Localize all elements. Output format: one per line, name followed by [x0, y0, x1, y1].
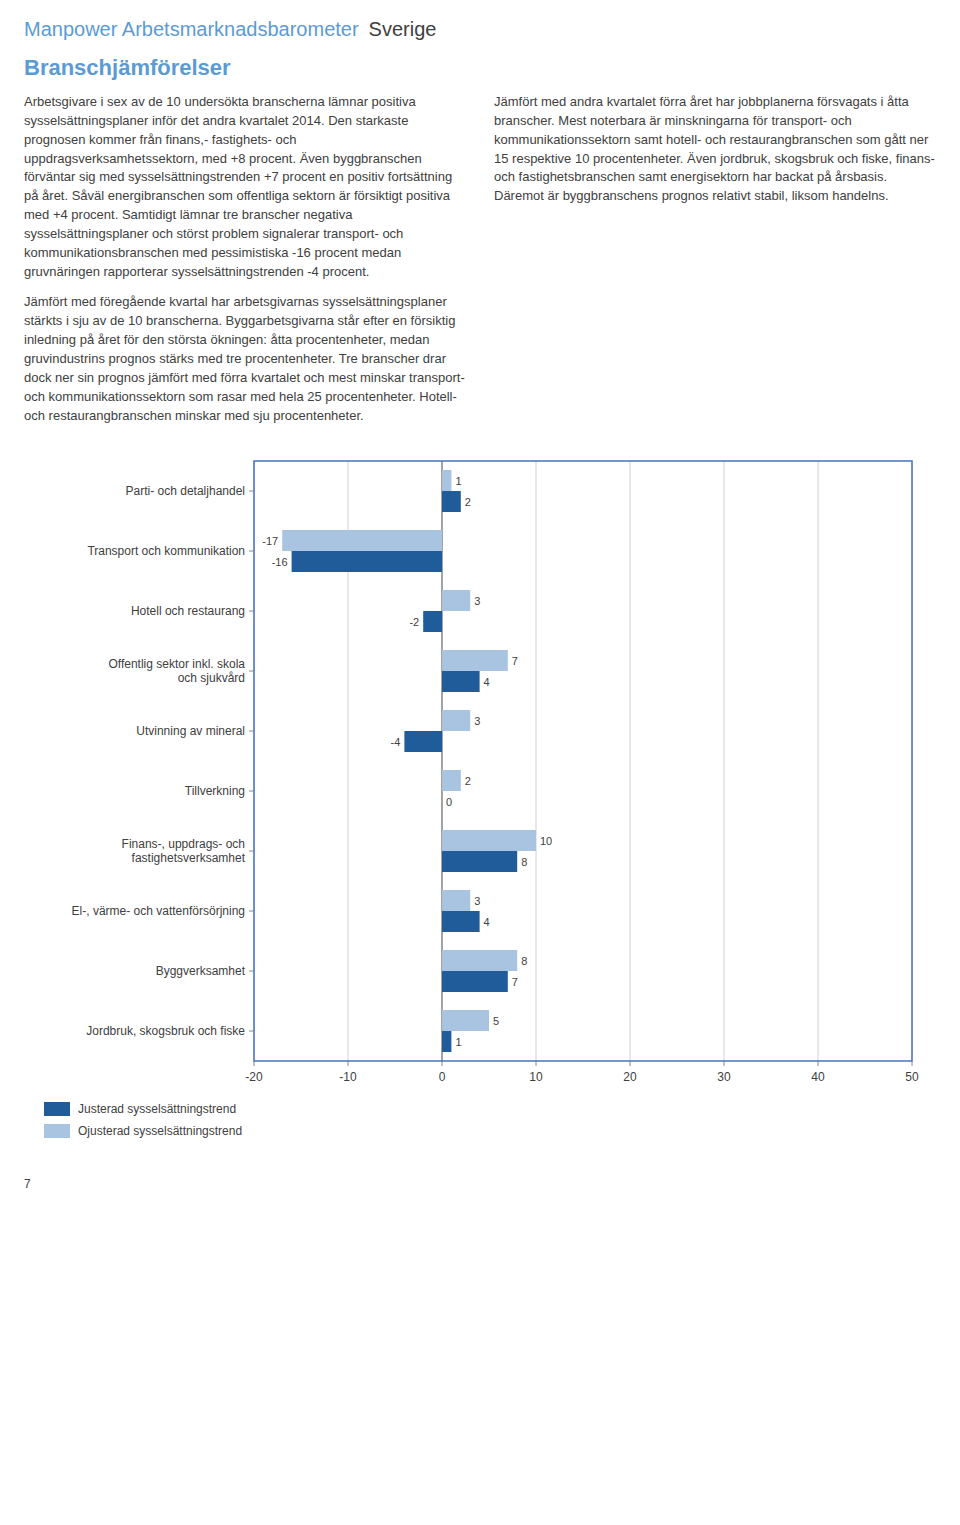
tick-label: -20	[245, 1070, 263, 1084]
data-label: 3	[474, 895, 480, 907]
paragraph: Jämfört med andra kvartalet förra året h…	[494, 93, 936, 206]
page-title: Manpower Arbetsmarknadsbarometer Sverige	[24, 18, 936, 41]
tick-label: 0	[439, 1070, 446, 1084]
data-label: -16	[272, 556, 288, 568]
tick-label: 50	[905, 1070, 919, 1084]
grid-line	[536, 461, 537, 1061]
data-label: -2	[409, 616, 419, 628]
y-axis: Jordbruk, skogsbruk och fiske Byggverksam…	[72, 484, 254, 1038]
data-labels: 1 7 4 8 0 -4 4 -2 -16 2 5 8 3 10 2 3 7 3 -17 1	[262, 475, 552, 1048]
label-line: fastighetsverksamhet	[132, 851, 246, 865]
data-label: 3	[474, 595, 480, 607]
category-label: Finans-, uppdrags- ochfastighetsverksamh…	[122, 837, 246, 865]
bar	[442, 911, 480, 932]
category-label: Utvinning av mineral	[136, 724, 245, 738]
bar	[404, 731, 442, 752]
grid-line	[724, 461, 725, 1061]
bar	[442, 830, 536, 851]
data-label: 2	[465, 496, 471, 508]
tick-label: 10	[529, 1070, 543, 1084]
data-label: 10	[540, 835, 552, 847]
data-label: 0	[446, 796, 452, 808]
grid-line	[818, 461, 819, 1061]
label-line: Jordbruk, skogsbruk och fiske	[86, 1024, 245, 1038]
category-label: Tillverkning	[185, 784, 245, 798]
data-label: -4	[391, 736, 401, 748]
legend-swatch	[44, 1102, 70, 1116]
bar	[442, 671, 480, 692]
paragraph: Jämfört med föregående kvartal har arbet…	[24, 293, 466, 425]
section-title: Branschjämförelser	[24, 55, 936, 81]
text-columns: Arbetsgivare i sex av de 10 undersökta b…	[24, 93, 936, 437]
paragraph: Arbetsgivare i sex av de 10 undersökta b…	[24, 93, 466, 281]
page: Manpower Arbetsmarknadsbarometer Sverige B…	[0, 0, 960, 1201]
bar	[282, 530, 442, 551]
bar	[442, 491, 461, 512]
bars	[282, 470, 536, 1052]
legend-label: Justerad sysselsättningstrend	[78, 1102, 236, 1116]
bar	[442, 791, 443, 812]
data-label: 1	[455, 475, 461, 487]
legend: Justerad sysselsättningstrend Ojusterad s…	[44, 1102, 242, 1138]
body-left: Arbetsgivare i sex av de 10 undersökta b…	[24, 93, 466, 437]
bar	[442, 890, 470, 911]
tick-label: 40	[811, 1070, 825, 1084]
label-line: El-, värme- och vattenförsörjning	[72, 904, 245, 918]
category-label: Offentlig sektor inkl. skolaoch sjukvård	[108, 657, 245, 685]
body-right: Jämfört med andra kvartalet förra året h…	[494, 93, 936, 437]
category-label: Hotell och restaurang	[131, 604, 245, 618]
data-label: 4	[484, 676, 490, 688]
label-line: Byggverksamhet	[156, 964, 246, 978]
bar	[442, 971, 508, 992]
grid-line	[630, 461, 631, 1061]
bar	[442, 470, 451, 491]
label-line: Tillverkning	[185, 784, 245, 798]
label-line: och sjukvård	[178, 671, 245, 685]
data-label: -17	[262, 535, 278, 547]
bar	[442, 650, 508, 671]
data-label: 1	[455, 1036, 461, 1048]
data-label: 8	[521, 955, 527, 967]
data-label: 7	[512, 976, 518, 988]
bar	[442, 590, 470, 611]
grid	[254, 461, 912, 1061]
data-label: 2	[465, 775, 471, 787]
title-part: Manpower Arbetsmarknadsbarometer	[24, 18, 359, 40]
label-line: Transport och kommunikation	[87, 544, 245, 558]
plot-frame	[254, 461, 912, 1061]
tick-label: -10	[339, 1070, 357, 1084]
data-label: 4	[484, 916, 490, 928]
data-label: 7	[512, 655, 518, 667]
bar	[442, 1010, 489, 1031]
data-label: 3	[474, 715, 480, 727]
page-number: 7	[24, 1177, 936, 1191]
chart: -20 -10 0 10 20 30 40 50 1 7 4 8 0 -4 4 -2 -16 2 5 8 3 10 2 3 7 3…	[24, 451, 936, 1171]
legend-label: Ojusterad sysselsättningstrend	[78, 1124, 242, 1138]
bar	[442, 770, 461, 791]
data-label: 5	[493, 1015, 499, 1027]
category-label: Jordbruk, skogsbruk och fiske	[86, 1024, 245, 1038]
label-line: Utvinning av mineral	[136, 724, 245, 738]
tick-label: 20	[623, 1070, 637, 1084]
x-axis: -20 -10 0 10 20 30 40 50	[245, 1061, 919, 1084]
bar	[442, 851, 517, 872]
bar	[423, 611, 442, 632]
label-line: Finans-, uppdrags- och	[122, 837, 245, 851]
data-label: 8	[521, 856, 527, 868]
category-label: El-, värme- och vattenförsörjning	[72, 904, 245, 918]
legend-swatch	[44, 1124, 70, 1138]
title-part: Sverige	[369, 18, 437, 40]
category-label: Byggverksamhet	[156, 964, 246, 978]
bar	[442, 710, 470, 731]
bar	[292, 551, 442, 572]
bar	[442, 950, 517, 971]
label-line: Parti- och detaljhandel	[126, 484, 245, 498]
category-label: Parti- och detaljhandel	[126, 484, 245, 498]
category-label: Transport och kommunikation	[87, 544, 245, 558]
tick-label: 30	[717, 1070, 731, 1084]
bar	[442, 1031, 451, 1052]
label-line: Offentlig sektor inkl. skola	[108, 657, 245, 671]
label-line: Hotell och restaurang	[131, 604, 245, 618]
